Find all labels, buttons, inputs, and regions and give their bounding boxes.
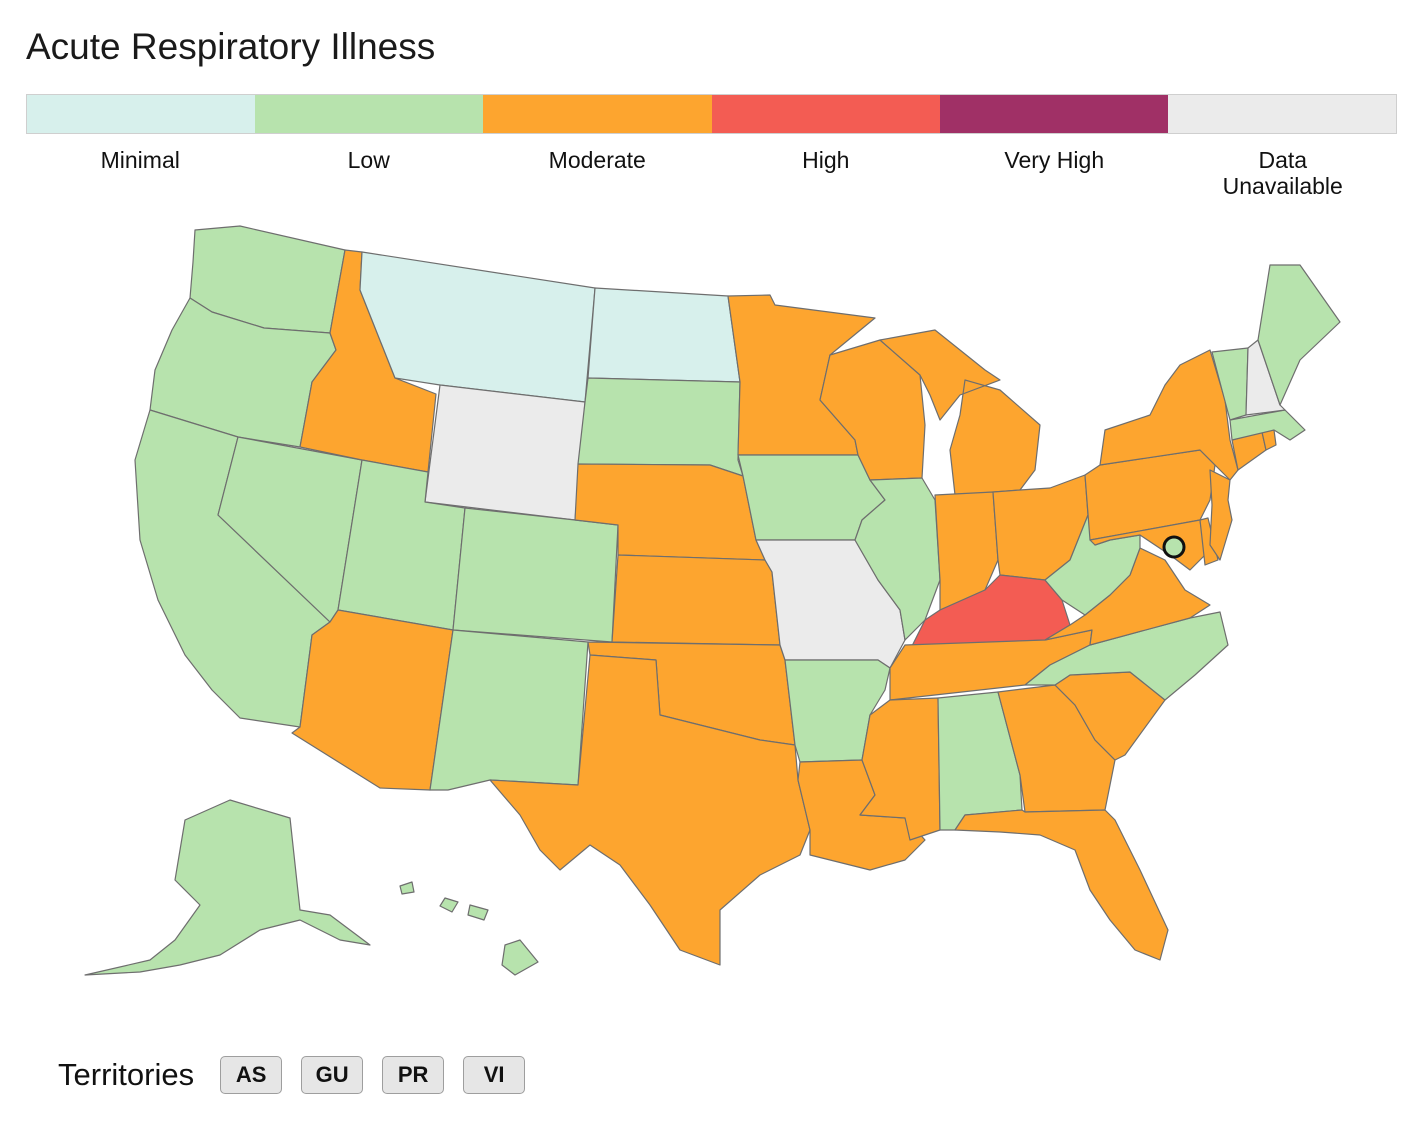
state-co[interactable] <box>452 507 619 643</box>
territory-button-vi[interactable]: VI <box>463 1056 526 1094</box>
us-states-map <box>84 225 1341 976</box>
state-fl[interactable] <box>954 809 1169 961</box>
state-de[interactable] <box>1199 517 1219 566</box>
state-hi[interactable] <box>399 881 539 976</box>
territory-button-pr[interactable]: PR <box>382 1056 445 1094</box>
legend-swatch-high <box>711 95 940 133</box>
legend-label-minimal: Minimal <box>100 147 180 173</box>
legend-label-very-high: Very High <box>1004 147 1105 173</box>
legend-color-bar <box>26 94 1397 134</box>
state-wy[interactable] <box>424 384 586 521</box>
state-ak[interactable] <box>84 799 371 976</box>
state-vt[interactable] <box>1211 347 1249 421</box>
legend-swatch-moderate <box>483 95 712 133</box>
dc-marker[interactable] <box>1162 535 1186 559</box>
legend-label-data-unavailable: Data Unavailable <box>1222 147 1343 199</box>
legend-swatch-data-unavailable <box>1167 95 1397 133</box>
state-nd[interactable] <box>587 287 741 383</box>
state-me[interactable] <box>1257 264 1341 406</box>
territories-label: Territories <box>58 1057 195 1092</box>
legend-label-moderate: Moderate <box>548 147 646 173</box>
legend-swatch-very-high <box>939 95 1168 133</box>
state-il[interactable] <box>854 477 941 641</box>
map-title: Acute Respiratory Illness <box>26 26 436 67</box>
state-nj[interactable] <box>1209 469 1233 561</box>
state-nh[interactable] <box>1245 339 1286 416</box>
state-ks[interactable] <box>611 554 781 646</box>
territory-button-gu[interactable]: GU <box>301 1056 364 1094</box>
state-tx[interactable] <box>489 654 811 966</box>
legend-swatch-minimal <box>27 95 256 133</box>
legend-label-low: Low <box>347 147 390 173</box>
territories-row: Territories AS GU PR VI <box>58 1056 544 1094</box>
legend-labels: Minimal Low Moderate High Very High Data… <box>26 147 1397 199</box>
state-nm[interactable] <box>429 629 589 791</box>
state-sd[interactable] <box>577 377 744 477</box>
state-nc[interactable] <box>1024 611 1229 701</box>
territory-button-as[interactable]: AS <box>220 1056 283 1094</box>
state-az[interactable] <box>291 609 454 791</box>
legend-swatch-low <box>255 95 484 133</box>
legend-label-high: High <box>802 147 850 173</box>
